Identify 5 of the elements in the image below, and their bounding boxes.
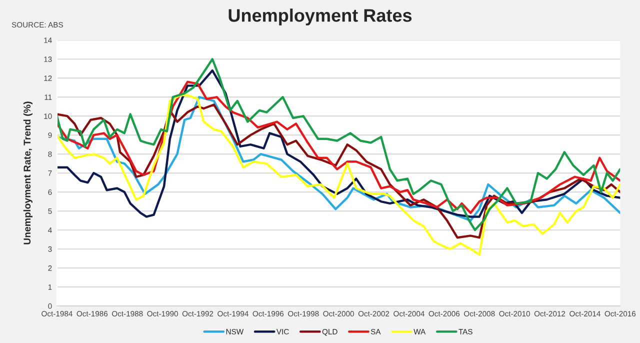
line-series — [56, 104, 620, 239]
y-axis-title: Unemployment Rate, Trend (%) — [23, 102, 32, 244]
chart-title: Unemployment Rates — [228, 8, 412, 26]
line-series — [56, 94, 620, 256]
line-series — [56, 96, 620, 222]
